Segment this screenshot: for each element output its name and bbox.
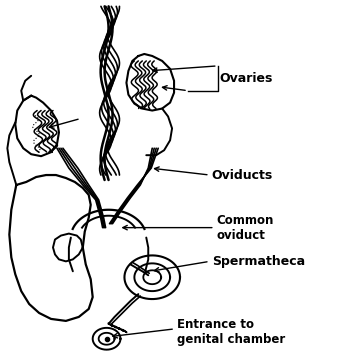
- Text: Common
oviduct: Common oviduct: [217, 214, 274, 242]
- Text: Spermatheca: Spermatheca: [212, 255, 305, 268]
- Text: Ovaries: Ovaries: [220, 72, 273, 85]
- Text: Entrance to
genital chamber: Entrance to genital chamber: [177, 318, 285, 346]
- Text: Oviducts: Oviducts: [212, 168, 273, 182]
